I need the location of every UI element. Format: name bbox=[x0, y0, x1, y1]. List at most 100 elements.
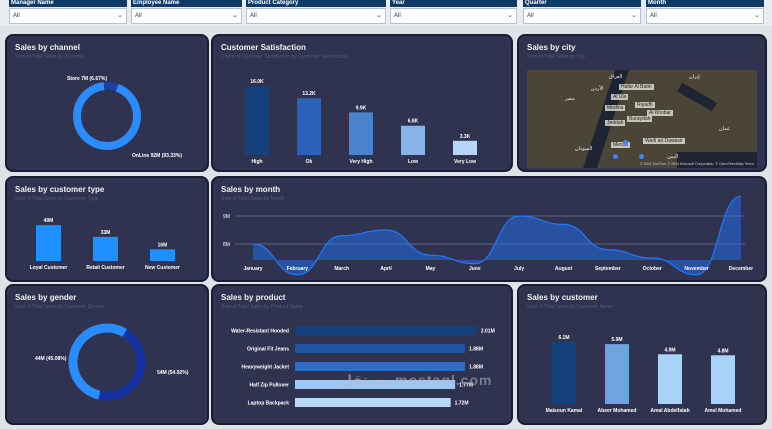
filter-dropdown[interactable]: All ⌄ bbox=[390, 8, 517, 24]
slice-label: Store 7M (6.67%) bbox=[67, 76, 107, 82]
category-label: Retail Customer bbox=[86, 265, 124, 271]
bar-value-label: 6.8K bbox=[408, 119, 419, 125]
y-tick-label: 9M bbox=[223, 214, 230, 220]
filter-dropdown[interactable]: All ⌄ bbox=[523, 8, 641, 24]
x-tick-label: April bbox=[380, 266, 392, 272]
bar-value-label: 3.3K bbox=[460, 134, 471, 140]
card-sales-by-product[interactable]: Sales by product Sum of Total Sales by P… bbox=[211, 284, 513, 425]
filter-label: Quarter bbox=[523, 0, 641, 7]
customer-bar-chart[interactable]: 6.1M Maisoun Kamal 5.9M Abeer Mohamed 4.9M Am… bbox=[519, 286, 765, 423]
card-sales-by-gender[interactable]: Sales by gender Sum of Total Sales by Cu… bbox=[5, 284, 209, 425]
category-label: Abeer Mohamed bbox=[598, 408, 637, 414]
card-sales-by-channel[interactable]: Sales by channel Sum of Total Sales by C… bbox=[5, 34, 209, 172]
map-city-label: Riyadh bbox=[635, 102, 655, 108]
bar bbox=[150, 249, 175, 261]
category-label: Maisoun Kamal bbox=[546, 408, 583, 414]
category-label: Very Low bbox=[454, 159, 476, 165]
product-bar-chart[interactable]: Water-Resistant Hooded 2.01M Original Fit … bbox=[213, 286, 511, 423]
filter-value: All bbox=[650, 13, 657, 19]
month-area-chart[interactable]: 9M 8M January February March April May June July… bbox=[213, 178, 765, 280]
map-city-marker[interactable] bbox=[613, 154, 618, 159]
slice-label: 44M (45.08%) bbox=[35, 356, 67, 362]
filter-dropdown[interactable]: All ⌄ bbox=[646, 8, 764, 24]
category-label: Loyal Customer bbox=[30, 265, 68, 271]
filter-product-category[interactable]: Product Category All ⌄ bbox=[246, 0, 386, 24]
bar-value-label: 16M bbox=[158, 242, 168, 248]
chevron-down-icon: ⌄ bbox=[117, 12, 123, 19]
filter-value: All bbox=[250, 13, 257, 19]
map-city-marker[interactable] bbox=[623, 140, 628, 145]
x-tick-label: September bbox=[595, 266, 621, 272]
card-sales-by-customer-type[interactable]: Sales by customer type Sum of Total Sale… bbox=[5, 176, 209, 282]
filter-year[interactable]: Year All ⌄ bbox=[390, 0, 517, 24]
filter-dropdown[interactable]: All ⌄ bbox=[131, 8, 242, 24]
filter-label: Employee Name bbox=[131, 0, 242, 7]
bar-value-label: 4.8M bbox=[717, 348, 728, 354]
card-sales-by-month[interactable]: Sales by month Sum of Total Sales by Mon… bbox=[211, 176, 767, 282]
watermark-logo: مستقل mostaql.com bbox=[340, 372, 493, 388]
area-line bbox=[252, 195, 742, 276]
category-label: Amel Mohamed bbox=[705, 408, 742, 414]
filter-dropdown[interactable]: All ⌄ bbox=[246, 8, 386, 24]
bar bbox=[297, 98, 321, 155]
card-title: Customer Satisfaction bbox=[221, 43, 306, 52]
bar-value-label: 6.1M bbox=[558, 335, 569, 341]
chevron-down-icon: ⌄ bbox=[631, 12, 637, 19]
slice-label: 54M (54.92%) bbox=[157, 370, 189, 376]
bar bbox=[453, 140, 477, 155]
filter-value: All bbox=[135, 13, 142, 19]
city-map[interactable]: Hafar Al Batin Medina Riyadh Jeddah Bura… bbox=[527, 70, 757, 168]
bar-value-label: 1.72M bbox=[455, 401, 469, 407]
map-country-label: مصر bbox=[565, 96, 575, 102]
filter-month[interactable]: Month All ⌄ bbox=[646, 0, 764, 24]
satisfaction-bar-chart[interactable]: 16.0K High 13.2K Ok 9.9K Very High 6.8K Low 3.3K… bbox=[213, 36, 511, 170]
card-sales-by-customer[interactable]: Sales by customer Sum of Total Sales by … bbox=[517, 284, 767, 425]
map-country-label: عمان bbox=[719, 126, 731, 132]
customer-type-bar-chart[interactable]: 49M Loyal Customer 33M Retail Customer 16M Ne… bbox=[7, 178, 207, 280]
card-title: Sales by product bbox=[221, 293, 286, 302]
filter-employee-name[interactable]: Employee Name All ⌄ bbox=[131, 0, 242, 24]
card-sales-by-city[interactable]: Sales by city Sum of Total Sales by City… bbox=[517, 34, 767, 172]
category-label: Low bbox=[408, 159, 418, 165]
x-tick-label: January bbox=[243, 266, 262, 272]
filter-dropdown[interactable]: All ⌄ bbox=[9, 8, 127, 24]
bar bbox=[349, 112, 373, 155]
card-title: Sales by gender bbox=[15, 293, 77, 302]
category-label: Laptop Backpack bbox=[248, 401, 290, 407]
bar bbox=[658, 354, 682, 404]
map-credit: © 2024 TomTom, © 2024 Microsoft Corporat… bbox=[640, 162, 754, 166]
channel-donut-chart[interactable]: Store 7M (6.67%) OnLine 92M (93.33%) bbox=[7, 36, 207, 170]
bar bbox=[711, 355, 735, 404]
bar-value-label: 13.2K bbox=[302, 91, 316, 97]
x-tick-label: March bbox=[334, 266, 349, 272]
chevron-down-icon: ⌄ bbox=[232, 12, 238, 19]
bar-value-label: 1.88M bbox=[469, 347, 483, 353]
card-title: Sales by customer bbox=[527, 293, 598, 302]
filter-value: All bbox=[527, 13, 534, 19]
card-subtitle: Count of Customer Satisfaction by Custom… bbox=[221, 54, 348, 60]
gender-donut-chart[interactable]: 44M (45.08%) 54M (54.92%) bbox=[7, 286, 207, 423]
bar bbox=[93, 236, 118, 261]
map-country-label: السودان bbox=[575, 146, 593, 152]
bar-value-label: 2.01M bbox=[481, 329, 495, 335]
category-label: Heavyweight Jacket bbox=[241, 365, 289, 371]
bar bbox=[295, 326, 477, 335]
filter-label: Manager Name bbox=[9, 0, 127, 7]
donut-slice bbox=[68, 323, 128, 400]
filter-label: Product Category bbox=[246, 0, 386, 7]
category-label: Amal Abdelfatah bbox=[650, 408, 689, 414]
map-city-label: Wadi ad Dawasir bbox=[643, 138, 685, 144]
bar-value-label: 5.9M bbox=[611, 337, 622, 343]
filter-bar: Manager Name All ⌄ Employee Name All ⌄ Pro… bbox=[0, 0, 772, 26]
card-subtitle: Sum of Total Sales by Month bbox=[221, 196, 285, 202]
card-subtitle: Sum of Total Sales by Customer Gender bbox=[15, 304, 105, 310]
chevron-down-icon: ⌄ bbox=[754, 12, 760, 19]
filter-manager-name[interactable]: Manager Name All ⌄ bbox=[9, 0, 127, 24]
donut-slice bbox=[73, 82, 141, 150]
map-city-marker[interactable] bbox=[639, 154, 644, 159]
bar-value-label: 16.0K bbox=[250, 79, 264, 85]
filter-quarter[interactable]: Quarter All ⌄ bbox=[523, 0, 641, 24]
y-tick-label: 8M bbox=[223, 242, 230, 248]
category-label: Very High bbox=[349, 159, 372, 165]
card-customer-satisfaction[interactable]: Customer Satisfaction Count of Customer … bbox=[211, 34, 513, 172]
